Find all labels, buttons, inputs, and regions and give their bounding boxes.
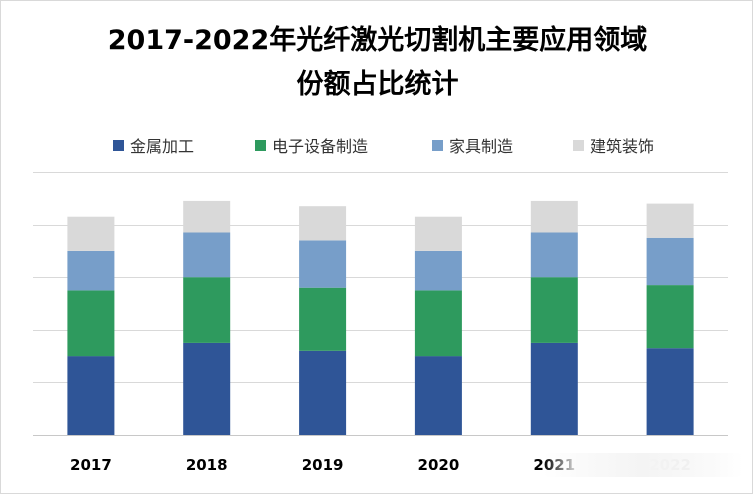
bar-segment-2020-1 bbox=[414, 290, 462, 357]
legend-label-furniture: 家具制造 bbox=[449, 137, 514, 156]
bar-stack-2017 bbox=[67, 216, 115, 435]
legend-label-construction: 建筑装饰 bbox=[590, 137, 655, 156]
bar-segment-2017-0 bbox=[67, 356, 115, 435]
bar-segment-2017-2 bbox=[67, 250, 115, 291]
bar-segment-2020-3 bbox=[414, 216, 462, 251]
legend-item-metal: 金属加工 bbox=[113, 134, 194, 156]
bar-segment-2018-2 bbox=[183, 232, 231, 278]
x-tick-label-2019: 2019 bbox=[302, 456, 344, 474]
bar-segment-2021-0 bbox=[530, 342, 578, 435]
bar-segment-2017-1 bbox=[67, 290, 115, 357]
legend-swatch-metal bbox=[113, 139, 124, 151]
bar-segment-2021-3 bbox=[530, 200, 578, 233]
legend-swatch-furniture bbox=[432, 139, 443, 151]
bar-segment-2018-3 bbox=[183, 200, 231, 233]
obscured-label-overlay bbox=[543, 453, 743, 477]
bar-segment-2019-0 bbox=[299, 350, 347, 435]
x-tick-label-2018: 2018 bbox=[186, 456, 228, 474]
legend-item-construction: 建筑装饰 bbox=[573, 134, 654, 156]
bar-segment-2017-3 bbox=[67, 216, 115, 251]
bar-stack-2020 bbox=[414, 216, 462, 435]
bar-stack-2021 bbox=[530, 200, 578, 435]
bar-segment-2018-1 bbox=[183, 277, 231, 343]
bar-segment-2019-2 bbox=[299, 240, 347, 288]
legend-swatch-construction bbox=[573, 139, 584, 151]
bar-segment-2019-3 bbox=[299, 206, 347, 241]
chart-legend: 金属加工 电子设备制造 家具制造 建筑装饰 bbox=[1, 134, 753, 156]
bar-segment-2022-0 bbox=[646, 348, 694, 435]
bar-segment-2018-0 bbox=[183, 342, 231, 435]
chart-title: 2017-2022年光纤激光切割机主要应用领域 份额占比统计 bbox=[1, 19, 753, 107]
bar-segment-2020-2 bbox=[414, 250, 462, 291]
chart-title-line-2: 份额占比统计 bbox=[296, 69, 459, 100]
bar-segment-2021-1 bbox=[530, 277, 578, 343]
legend-item-electronics: 电子设备制造 bbox=[255, 134, 368, 156]
x-tick-label-2020: 2020 bbox=[418, 456, 460, 474]
bar-segment-2019-1 bbox=[299, 287, 347, 351]
bar-segment-2022-2 bbox=[646, 237, 694, 286]
legend-swatch-electronics bbox=[255, 139, 266, 151]
legend-item-furniture: 家具制造 bbox=[432, 134, 513, 156]
legend-label-electronics: 电子设备制造 bbox=[272, 137, 369, 156]
bar-stack-2022 bbox=[646, 203, 694, 435]
bar-segment-2021-2 bbox=[530, 232, 578, 278]
bar-segment-2022-3 bbox=[646, 203, 694, 238]
chart-title-line-1: 2017-2022年光纤激光切割机主要应用领域 bbox=[107, 25, 648, 56]
bar-segment-2020-0 bbox=[414, 356, 462, 435]
x-tick-label-2017: 2017 bbox=[70, 456, 112, 474]
bar-stack-2019 bbox=[299, 206, 347, 435]
bar-stack-2018 bbox=[183, 200, 231, 435]
bar-segment-2022-1 bbox=[646, 285, 694, 349]
legend-label-metal: 金属加工 bbox=[130, 137, 195, 156]
